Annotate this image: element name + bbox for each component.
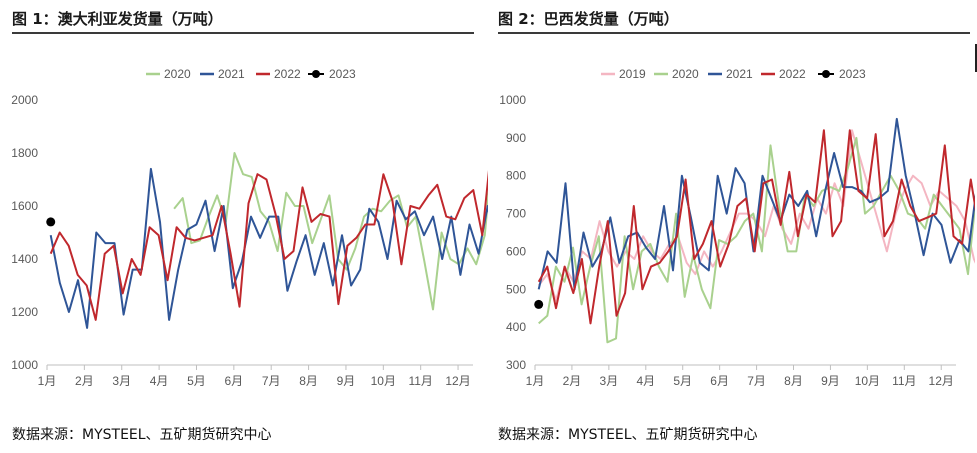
y-tick-label: 1000 [499,93,526,107]
y-tick-label: 1000 [11,358,38,372]
x-tick-label: 7月 [262,374,281,388]
y-tick-label: 1200 [11,305,38,319]
legend-marker [312,70,320,78]
y-tick-label: 700 [506,207,526,221]
chart-2-brazil: 300 400 500 600 700 800 900 1000 1月 2月 3月 4月 5月 6月 7月 8… [499,67,975,388]
legend-label-2023: 2023 [329,67,356,81]
x-tick-label: 4月 [636,374,655,388]
series-2022-line [49,170,488,321]
y-tick-label: 600 [506,244,526,258]
series-2019-line [537,129,975,302]
x-tick-label: 12月 [929,374,954,388]
x-tick-label: 5月 [673,374,692,388]
chart-1-source: 数据来源：MYSTEEL、五矿期货研究中心 [12,427,272,443]
y-tick-label: 1600 [11,199,38,213]
x-tick-label: 7月 [747,374,766,388]
y-tick-label: 400 [506,320,526,334]
y-tick-label: 500 [506,282,526,296]
chart-2-title: 图 2：巴西发货量（万吨） [498,10,679,28]
x-tick-label: 4月 [150,374,169,388]
legend-label-2023: 2023 [839,67,866,81]
y-tick-label: 900 [506,131,526,145]
x-tick-label: 10月 [371,374,396,388]
x-tick-label: 10月 [855,374,880,388]
y-tick-label: 1400 [11,252,38,266]
x-tick-label: 1月 [526,374,545,388]
series-2023-point [46,217,56,227]
legend-label-2021: 2021 [218,67,245,81]
x-tick-label: 5月 [187,374,206,388]
x-tick-label: 3月 [112,374,131,388]
chart-1-australia: 1000 1200 1400 1600 1800 2000 1月 2月 3月 4月 5月 6月 7月 8月… [11,67,488,388]
x-tick-label: 8月 [299,374,318,388]
y-tick-label: 2000 [11,93,38,107]
x-tick-label: 11月 [408,374,432,388]
x-tick-label: 2月 [563,374,582,388]
x-tick-label: 6月 [224,374,243,388]
legend-label-2020: 2020 [164,67,191,81]
chart-2-title-rule [498,32,970,34]
x-tick-label: 3月 [600,374,619,388]
x-tick-label: 6月 [710,374,729,388]
chart-1-title: 图 1：澳大利亚发货量（万吨） [12,10,223,28]
legend-label-2020: 2020 [672,67,699,81]
x-tick-label: 8月 [784,374,803,388]
chart-2-source: 数据来源：MYSTEEL、五矿期货研究中心 [498,427,758,443]
legend-marker [822,70,830,78]
y-tick-label: 800 [506,169,526,183]
x-tick-label: 9月 [821,374,840,388]
legend-label-2019: 2019 [619,67,646,81]
legend-label-2021: 2021 [726,67,753,81]
series-2023-point [534,299,544,309]
x-tick-label: 1月 [38,374,57,388]
series-2020-line [538,136,975,344]
series-2022-line [537,129,975,325]
legend-label-2022: 2022 [779,67,806,81]
x-tick-label: 9月 [337,374,356,388]
x-tick-label: 2月 [75,374,94,388]
chart-1-title-rule [12,32,474,34]
panel-divider [975,44,977,72]
y-tick-label: 300 [506,358,526,372]
series-2021-line [537,117,975,291]
x-tick-label: 11月 [892,374,916,388]
series-2021-line [49,167,488,329]
y-tick-label: 1800 [11,146,38,160]
x-tick-label: 12月 [445,374,470,388]
legend-label-2022: 2022 [274,67,301,81]
